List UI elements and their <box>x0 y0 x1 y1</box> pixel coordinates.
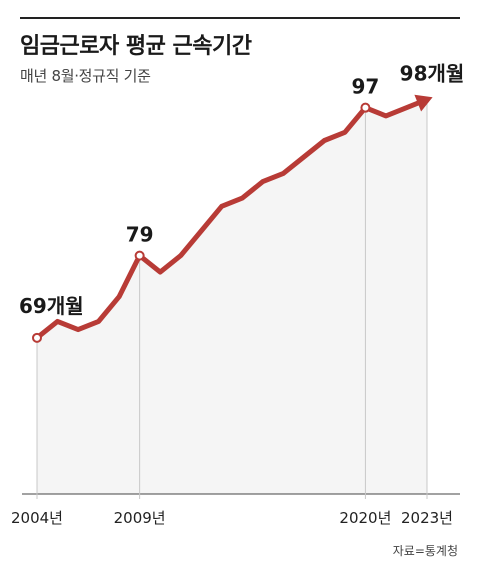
data-label-2009: 79 <box>126 223 154 247</box>
series-line <box>34 99 423 341</box>
data-point-2004 <box>32 332 42 343</box>
x-tick-label-2009: 2009년 <box>114 509 166 527</box>
data-label-2020: 97 <box>351 75 379 99</box>
data-label-2004: 69개월 <box>19 294 84 318</box>
chart-subtitle: 매년 8월·정규직 기준 <box>20 67 151 85</box>
data-label-2023: 98개월 <box>400 61 465 85</box>
chart-title: 임금근로자 평균 근속기간 <box>20 34 252 59</box>
x-tick-label-2023: 2023년 <box>401 509 453 527</box>
area-fill <box>37 99 427 495</box>
top-rule <box>20 17 460 19</box>
series-arrowhead <box>414 94 433 112</box>
x-tick-label-2020: 2020년 <box>339 509 391 527</box>
data-point-2020 <box>360 102 371 113</box>
x-tick-label-2004: 2004년 <box>11 509 63 527</box>
source-note: 자료=통계청 <box>392 544 458 558</box>
data-point-2009 <box>134 250 145 261</box>
